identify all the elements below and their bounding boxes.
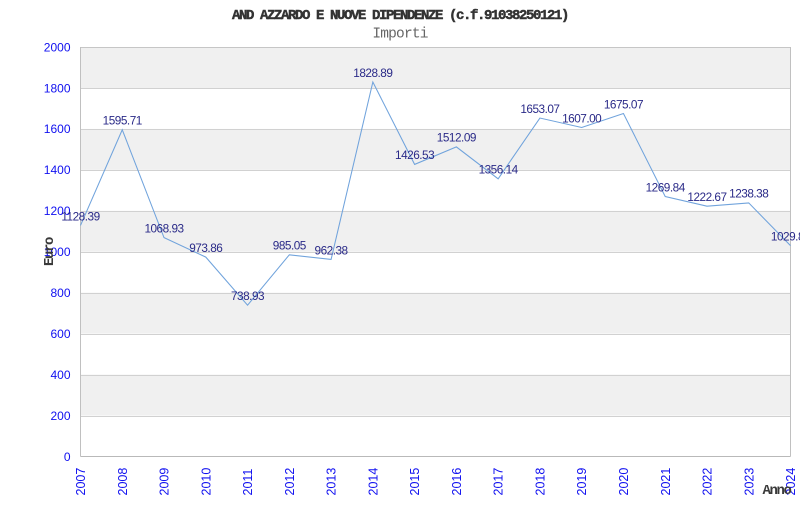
svg-text:2012: 2012 xyxy=(283,468,297,496)
svg-text:2011: 2011 xyxy=(241,469,255,496)
svg-text:1675.07: 1675.07 xyxy=(604,97,643,111)
svg-text:600: 600 xyxy=(50,327,70,341)
svg-text:2013: 2013 xyxy=(325,468,339,496)
svg-text:2019: 2019 xyxy=(575,468,589,496)
svg-text:2024: 2024 xyxy=(784,468,798,496)
svg-text:962.38: 962.38 xyxy=(315,243,349,257)
svg-text:2021: 2021 xyxy=(659,468,673,496)
svg-text:1238.38: 1238.38 xyxy=(729,187,769,201)
svg-text:2018: 2018 xyxy=(533,468,547,496)
svg-text:2007: 2007 xyxy=(74,468,88,496)
svg-text:400: 400 xyxy=(50,368,70,382)
svg-text:2009: 2009 xyxy=(158,468,172,496)
svg-text:2008: 2008 xyxy=(116,468,130,496)
svg-text:1356.14: 1356.14 xyxy=(479,163,519,177)
svg-text:985.05: 985.05 xyxy=(273,239,307,253)
svg-text:2016: 2016 xyxy=(450,468,464,496)
svg-text:738.93: 738.93 xyxy=(231,289,265,303)
svg-text:1653.07: 1653.07 xyxy=(520,102,559,116)
svg-text:1607.00: 1607.00 xyxy=(562,111,602,125)
svg-text:1029.87: 1029.87 xyxy=(771,229,800,243)
svg-text:Importi: Importi xyxy=(372,27,427,43)
svg-text:1222.67: 1222.67 xyxy=(687,190,726,204)
svg-text:1269.84: 1269.84 xyxy=(646,180,686,194)
svg-text:AND AZZARDO E NUOVE DIPENDENZE: AND AZZARDO E NUOVE DIPENDENZE (c.f.9103… xyxy=(232,8,568,24)
svg-text:2020: 2020 xyxy=(617,468,631,496)
svg-text:0: 0 xyxy=(64,450,71,464)
svg-text:973.86: 973.86 xyxy=(189,241,223,255)
svg-text:1400: 1400 xyxy=(44,163,71,177)
svg-text:Anno: Anno xyxy=(762,483,791,499)
svg-text:2022: 2022 xyxy=(701,468,715,496)
svg-text:1426.53: 1426.53 xyxy=(395,148,435,162)
svg-text:1000: 1000 xyxy=(44,245,71,259)
svg-text:1800: 1800 xyxy=(44,81,71,95)
svg-text:1512.09: 1512.09 xyxy=(437,131,476,145)
svg-text:1128.39: 1128.39 xyxy=(61,209,99,223)
svg-text:1200: 1200 xyxy=(44,204,71,218)
svg-text:1595.71: 1595.71 xyxy=(103,114,142,128)
svg-text:200: 200 xyxy=(50,409,70,423)
svg-text:2000: 2000 xyxy=(44,40,71,54)
svg-text:2010: 2010 xyxy=(199,468,213,496)
svg-text:1828.89: 1828.89 xyxy=(353,66,392,80)
svg-text:1600: 1600 xyxy=(44,122,71,136)
svg-text:2023: 2023 xyxy=(742,468,756,496)
svg-text:Euro: Euro xyxy=(42,237,58,266)
svg-text:2014: 2014 xyxy=(366,468,380,496)
svg-text:2017: 2017 xyxy=(492,468,506,496)
svg-text:800: 800 xyxy=(50,286,70,300)
svg-text:1068.93: 1068.93 xyxy=(144,221,184,235)
svg-text:2015: 2015 xyxy=(408,468,422,496)
